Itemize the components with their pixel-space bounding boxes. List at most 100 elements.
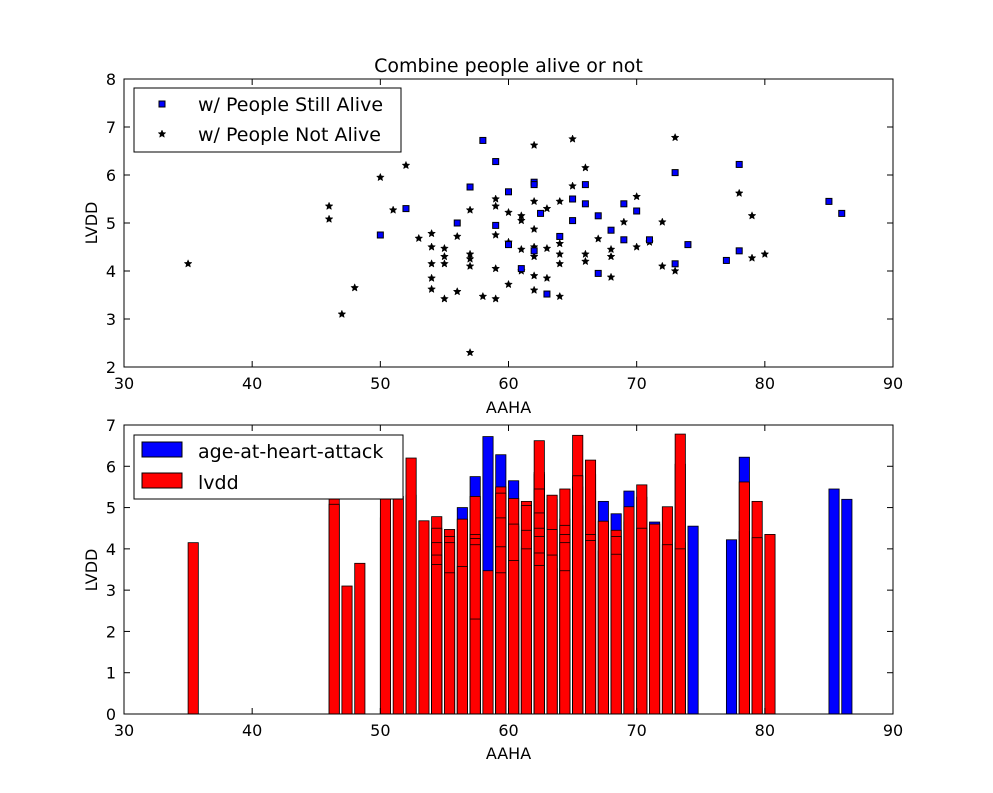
bar-lvdd bbox=[379, 467, 391, 715]
scatter-point-not-alive bbox=[439, 294, 449, 303]
bar-xtick-label: 60 bbox=[498, 721, 518, 740]
scatter-legend-box bbox=[133, 87, 402, 153]
bar-legend-label-age: age-at-heart-attack bbox=[198, 441, 383, 463]
scatter-point-not-alive bbox=[504, 207, 513, 217]
scatter-point-alive bbox=[633, 207, 641, 215]
scatter-point-not-alive bbox=[580, 163, 590, 172]
scatter-point-not-alive bbox=[555, 291, 565, 301]
scatter-point-not-alive bbox=[580, 256, 590, 266]
scatter-point-alive bbox=[722, 256, 730, 264]
scatter-point-not-alive bbox=[670, 266, 680, 275]
scatter-point-alive bbox=[594, 212, 602, 220]
bar-ytick-label: 1 bbox=[106, 664, 116, 683]
scatter-point-alive bbox=[530, 181, 538, 189]
scatter-point-not-alive bbox=[542, 243, 552, 253]
scatter-point-not-alive bbox=[529, 251, 539, 261]
scatter-point-not-alive bbox=[465, 254, 475, 263]
scatter-point-not-alive bbox=[568, 134, 578, 143]
bar-lvdd bbox=[533, 564, 545, 715]
scatter-point-not-alive bbox=[632, 242, 642, 251]
scatter-point-alive bbox=[581, 181, 589, 189]
scatter-point-not-alive bbox=[555, 196, 565, 206]
scatter-point-not-alive bbox=[516, 244, 526, 254]
bar-ytick-label: 6 bbox=[106, 457, 116, 476]
bar-lvdd bbox=[572, 475, 584, 715]
bar-lvdd bbox=[495, 572, 507, 715]
scatter-point-alive bbox=[825, 197, 833, 205]
scatter-point-alive bbox=[838, 209, 846, 217]
scatter-xtick-label: 90 bbox=[883, 374, 903, 393]
scatter-point-alive bbox=[492, 221, 500, 229]
scatter-point-not-alive bbox=[183, 259, 193, 268]
bar-lvdd bbox=[431, 564, 443, 715]
scatter-title: Combine people alive or not bbox=[374, 55, 643, 77]
bar-xtick-label: 50 bbox=[370, 721, 390, 740]
scatter-xtick-label: 40 bbox=[242, 374, 262, 393]
bar-lvdd bbox=[597, 520, 609, 715]
scatter-point-not-alive bbox=[529, 285, 539, 294]
scatter-point-not-alive bbox=[555, 238, 565, 248]
scatter-point-not-alive bbox=[747, 211, 757, 220]
bar-legend-label-lvdd: lvdd bbox=[198, 472, 239, 494]
legend-swatch-lvdd bbox=[141, 472, 183, 489]
bar-xtick-label: 90 bbox=[883, 721, 903, 740]
bar-ytick-label: 4 bbox=[106, 540, 116, 559]
bar-ytick-label: 3 bbox=[106, 581, 116, 600]
scatter-point-alive bbox=[453, 219, 461, 227]
bar-ytick-label: 2 bbox=[106, 622, 116, 641]
bar-xlabel: AAHA bbox=[486, 744, 531, 763]
bar-lvdd bbox=[636, 527, 648, 715]
bar-marks bbox=[187, 433, 853, 715]
bar-lvdd bbox=[444, 572, 456, 715]
bar-lvdd bbox=[559, 570, 571, 715]
scatter-xtick-label: 30 bbox=[114, 374, 134, 393]
scatter-point-alive bbox=[671, 169, 679, 177]
scatter-point-alive bbox=[505, 188, 512, 196]
scatter-point-alive bbox=[492, 158, 500, 166]
scatter-point-not-alive bbox=[670, 132, 680, 142]
scatter-point-alive bbox=[479, 136, 487, 144]
scatter-point-not-alive bbox=[568, 181, 578, 190]
scatter-xtick-label: 60 bbox=[498, 374, 518, 393]
scatter-point-not-alive bbox=[388, 205, 398, 214]
scatter-point-not-alive bbox=[657, 217, 667, 226]
bar-lvdd bbox=[764, 534, 776, 715]
bar-xtick-label: 40 bbox=[242, 721, 262, 740]
legend-marker-star bbox=[157, 129, 167, 138]
scatter-point-alive bbox=[735, 160, 743, 168]
scatter-point-not-alive bbox=[465, 261, 475, 270]
scatter-point-alive bbox=[505, 241, 512, 249]
scatter-point-not-alive bbox=[555, 259, 565, 268]
scatter-point-not-alive bbox=[439, 251, 449, 261]
bar-lvdd bbox=[751, 537, 763, 715]
bar-lvdd bbox=[405, 457, 417, 715]
scatter-point-not-alive bbox=[657, 261, 667, 270]
scatter-point-not-alive bbox=[542, 203, 552, 213]
scatter-point-not-alive bbox=[465, 347, 475, 357]
scatter-ytick-label: 2 bbox=[106, 358, 116, 377]
scatter-point-alive bbox=[376, 231, 384, 239]
scatter-point-alive bbox=[556, 232, 564, 240]
bar-ytick-label: 5 bbox=[106, 499, 116, 518]
scatter-point-alive bbox=[517, 265, 525, 273]
scatter-xtick-label: 50 bbox=[370, 374, 390, 393]
scatter-point-not-alive bbox=[529, 196, 539, 206]
scatter-point-not-alive bbox=[593, 234, 603, 243]
bar-lvdd bbox=[341, 585, 353, 715]
scatter-point-not-alive bbox=[504, 279, 513, 289]
scatter-xtick-label: 70 bbox=[626, 374, 646, 393]
scatter-point-not-alive bbox=[580, 249, 590, 258]
scatter-panel: Combine people alive or not 30 40 50 60 70 80… bbox=[82, 55, 903, 417]
scatter-point-not-alive bbox=[529, 140, 539, 150]
bar-age-at-heart-attack bbox=[687, 525, 699, 715]
legend-swatch-age-at-heart-attack bbox=[141, 441, 183, 458]
scatter-point-not-alive bbox=[324, 214, 334, 223]
scatter-point-alive bbox=[569, 195, 577, 203]
bar-age-at-heart-attack bbox=[828, 488, 840, 715]
scatter-point-not-alive bbox=[439, 243, 449, 253]
scatter-point-not-alive bbox=[375, 172, 385, 182]
scatter-point-not-alive bbox=[427, 242, 437, 251]
scatter-point-not-alive bbox=[606, 244, 616, 254]
scatter-ytick-label: 8 bbox=[106, 70, 116, 89]
